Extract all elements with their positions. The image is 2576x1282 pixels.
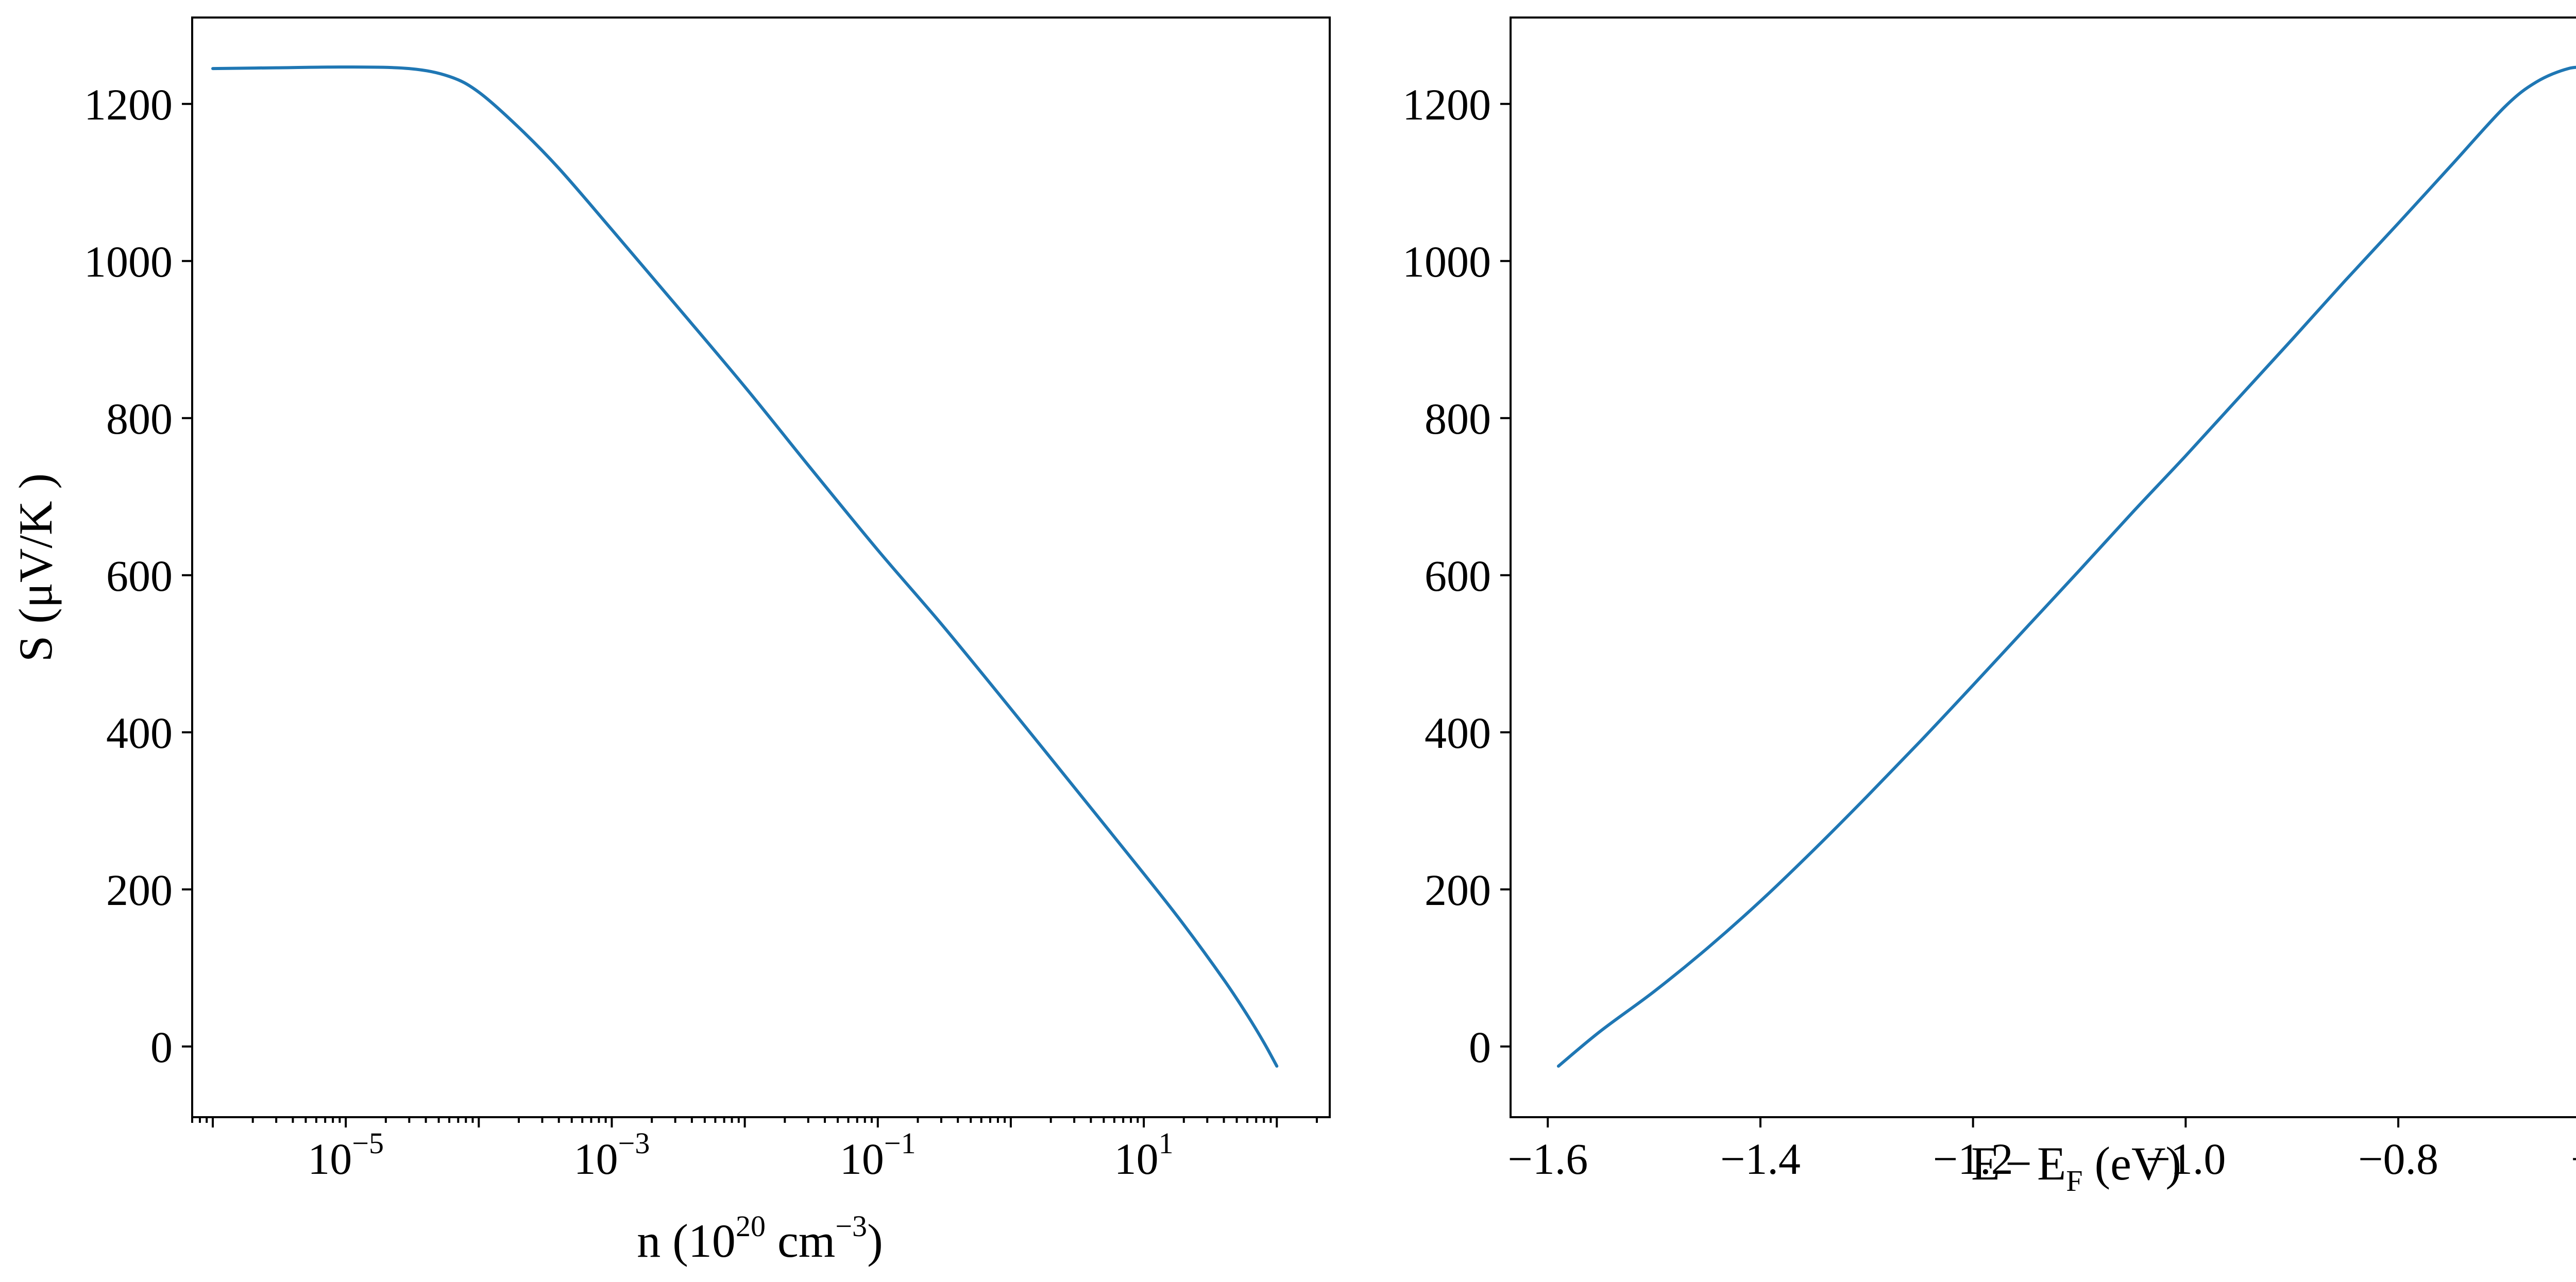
left-x-tick-base: 10 — [574, 1134, 618, 1184]
left-x-label-end: ) — [867, 1215, 883, 1267]
left-y-tick-label: 0 — [150, 1022, 173, 1072]
right-x-label-sym: E — [2037, 1137, 2066, 1190]
left-x-axis-label: n (1020 cm−3) — [637, 1209, 883, 1267]
left-x-tick-label: 10−3 — [574, 1126, 650, 1184]
left-x-tick-exp: −3 — [618, 1126, 650, 1160]
right-x-label-main: E — [1971, 1137, 2000, 1190]
left-series-line — [211, 65, 1279, 1068]
right-x-axis-label: E − EF (eV) — [1971, 1137, 2181, 1198]
left-x-tick-label: 10−1 — [840, 1126, 916, 1184]
right-y-tick-label: 200 — [1425, 865, 1491, 915]
right-x-label-end: (eV) — [2083, 1137, 2182, 1190]
left-x-tick-exp: −1 — [884, 1126, 916, 1160]
right-x-tick-label: −1.0 — [2145, 1134, 2226, 1184]
right-panel: 0 200 400 600 800 1000 1200 −1.6 −1.4 −1.2 −1.0 −0.… — [1402, 16, 2576, 1198]
left-x-label-sup1: 20 — [736, 1209, 766, 1243]
right-y-tick-label: 600 — [1425, 551, 1491, 601]
left-y-tick-label: 1200 — [84, 80, 173, 129]
left-x-tick-label: 10−5 — [308, 1126, 384, 1184]
right-x-tick-label: −1.2 — [1933, 1134, 2013, 1184]
left-y-axis-label: S (μV/K ) — [9, 473, 62, 662]
left-x-tick-exp: −5 — [352, 1126, 384, 1160]
right-x-label-sub: F — [2066, 1164, 2082, 1198]
right-ticks: 0 200 400 600 800 1000 1200 −1.6 −1.4 −1.2 −1.0 −0.… — [1402, 80, 2576, 1184]
left-x-tick-label: 101 — [1114, 1126, 1174, 1184]
right-y-tick-label: 0 — [1469, 1022, 1491, 1072]
left-x-tick-base: 10 — [308, 1134, 352, 1184]
left-y-tick-label: 200 — [106, 865, 173, 915]
left-x-tick-base: 10 — [1114, 1134, 1159, 1184]
right-x-tick-label: −1.4 — [1720, 1134, 1801, 1184]
left-y-tick-label: 400 — [106, 708, 173, 758]
right-y-tick-label: 800 — [1425, 394, 1491, 443]
right-y-tick-label: 400 — [1425, 708, 1491, 758]
right-x-tick-label: −0.6 — [2571, 1134, 2576, 1184]
left-y-tick-label: 600 — [106, 551, 173, 601]
left-axes-frame — [191, 16, 1331, 1118]
left-x-label-mid: cm — [766, 1215, 835, 1267]
right-x-label-minus: − — [2005, 1137, 2032, 1190]
left-y-tick-label: 1000 — [84, 237, 173, 286]
right-y-tick-label: 1000 — [1402, 237, 1491, 286]
left-x-label-main: n (10 — [637, 1215, 736, 1267]
left-x-label-sup2: −3 — [835, 1209, 867, 1243]
right-x-tick-label: −0.8 — [2358, 1134, 2438, 1184]
left-x-tick-exp: 1 — [1159, 1126, 1174, 1160]
right-axes-frame — [1510, 16, 2576, 1118]
right-x-tick-label: −1.6 — [1507, 1134, 1588, 1184]
right-series-line — [1556, 65, 2576, 1068]
left-x-tick-base: 10 — [840, 1134, 884, 1184]
right-y-tick-label: 1200 — [1402, 80, 1491, 129]
left-y-tick-label: 800 — [106, 394, 173, 443]
